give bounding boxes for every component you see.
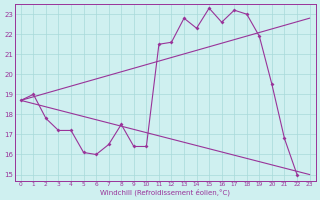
X-axis label: Windchill (Refroidissement éolien,°C): Windchill (Refroidissement éolien,°C) xyxy=(100,188,230,196)
